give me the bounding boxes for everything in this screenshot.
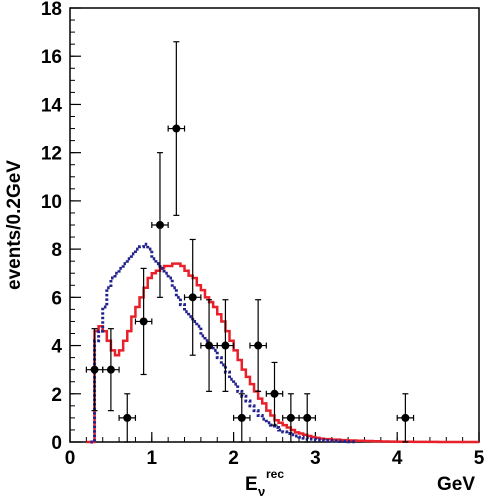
x-tick-label: 5 bbox=[474, 448, 485, 469]
data-marker bbox=[303, 413, 312, 422]
y-tick-label: 2 bbox=[51, 385, 62, 406]
x-tick-label: 3 bbox=[310, 448, 321, 469]
data-point bbox=[151, 152, 169, 298]
y-axis-label: events/0.2GeV bbox=[4, 160, 25, 290]
x-tick-label: 1 bbox=[147, 448, 158, 469]
x-tick-label: 4 bbox=[392, 448, 403, 469]
x-tick-label: 0 bbox=[65, 448, 76, 469]
series-line-1 bbox=[86, 262, 479, 444]
data-point bbox=[102, 328, 120, 412]
data-marker bbox=[155, 221, 164, 229]
data-marker bbox=[254, 341, 263, 350]
x-axis-unit: GeV bbox=[437, 474, 475, 495]
series-line-2 bbox=[90, 242, 358, 444]
x-tick-label: 2 bbox=[228, 448, 239, 469]
data-point bbox=[282, 393, 300, 443]
y-tick-label: 4 bbox=[51, 337, 62, 358]
data-point bbox=[85, 328, 104, 412]
data-point bbox=[265, 361, 284, 426]
data-marker bbox=[205, 341, 214, 350]
y-tick-label: 16 bbox=[41, 47, 62, 68]
y-tick-label: 0 bbox=[51, 433, 62, 454]
data-marker bbox=[401, 413, 410, 422]
data-marker bbox=[106, 365, 115, 374]
data-point bbox=[216, 299, 235, 392]
data-point bbox=[298, 393, 316, 443]
data-point bbox=[233, 393, 251, 443]
data-marker bbox=[123, 413, 132, 422]
data-point bbox=[167, 41, 186, 216]
data-marker bbox=[270, 389, 279, 398]
y-tick-label: 6 bbox=[51, 288, 62, 309]
data-point bbox=[134, 267, 153, 376]
data-marker bbox=[221, 341, 230, 350]
series-lines bbox=[86, 242, 479, 444]
data-point bbox=[249, 299, 267, 392]
data-point bbox=[200, 299, 218, 392]
data-marker bbox=[286, 413, 295, 422]
data-points bbox=[85, 41, 415, 443]
data-marker bbox=[172, 124, 181, 133]
data-marker bbox=[188, 293, 197, 302]
y-tick-label: 8 bbox=[51, 240, 62, 261]
data-point bbox=[396, 393, 415, 443]
data-marker bbox=[139, 317, 148, 326]
y-tick-label: 12 bbox=[41, 144, 62, 165]
data-marker bbox=[90, 365, 99, 374]
x-axis-label: E bbox=[245, 474, 258, 495]
x-axis-label-sub: ν bbox=[258, 484, 265, 499]
x-axis-label-main: E bbox=[245, 474, 258, 495]
data-point bbox=[183, 238, 202, 356]
data-marker bbox=[237, 413, 246, 422]
y-tick-label: 10 bbox=[41, 192, 62, 213]
x-axis-label-sup: rec bbox=[266, 467, 284, 481]
y-tick-label: 18 bbox=[41, 0, 62, 20]
y-tick-label: 14 bbox=[41, 95, 63, 116]
data-point bbox=[118, 393, 137, 443]
